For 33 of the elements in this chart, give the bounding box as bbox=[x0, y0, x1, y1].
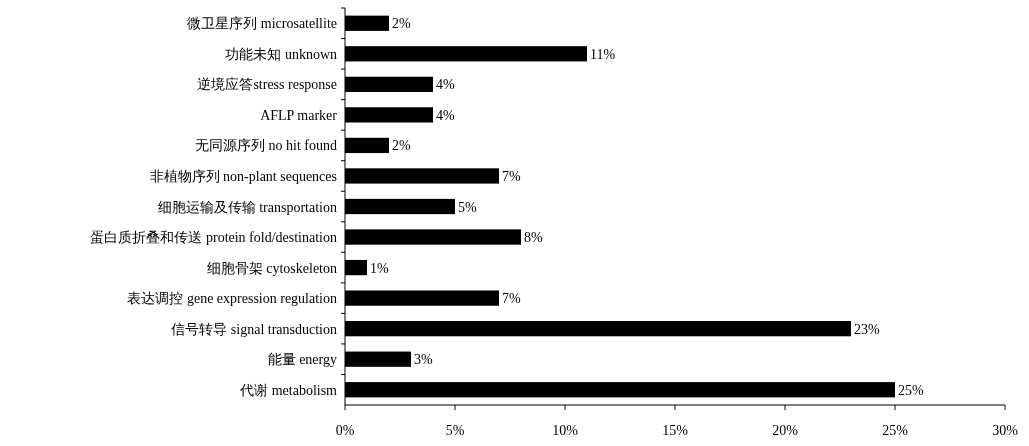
y-tick-label: 非植物序列 non-plant sequences bbox=[149, 168, 337, 184]
data-label: 2% bbox=[392, 138, 411, 154]
x-tick-label: 20% bbox=[772, 423, 799, 438]
y-tick-label: 细胞运输及传输 transportation bbox=[157, 199, 337, 215]
y-tick-label: AFLP marker bbox=[260, 107, 338, 123]
y-tick-label: 微卫星序列 microsatellite bbox=[187, 16, 337, 32]
x-tick-label: 5% bbox=[445, 423, 465, 438]
data-label: 2% bbox=[392, 16, 411, 32]
x-tick-label: 15% bbox=[662, 423, 689, 438]
y-tick-label: 能量 energy bbox=[267, 352, 337, 368]
data-label: 23% bbox=[854, 321, 880, 337]
data-label: 8% bbox=[524, 230, 543, 246]
y-tick-label: 信号转导 signal transduction bbox=[171, 321, 337, 337]
x-tick-label: 25% bbox=[882, 423, 909, 438]
y-tick-label: 蛋白质折叠和传送 protein fold/destination bbox=[90, 230, 337, 246]
y-tick-label: 无同源序列 no hit found bbox=[195, 138, 337, 154]
data-label: 7% bbox=[502, 168, 521, 184]
x-tick-label: 0% bbox=[335, 423, 355, 438]
data-label: 25% bbox=[898, 382, 924, 398]
data-label: 4% bbox=[436, 77, 455, 93]
data-label: 7% bbox=[502, 291, 521, 307]
x-tick-label: 30% bbox=[992, 423, 1019, 438]
data-label: 11% bbox=[590, 46, 616, 62]
y-tick-label: 逆境应答stress response bbox=[197, 77, 337, 93]
x-tick-label: 10% bbox=[552, 423, 579, 438]
y-tick-label: 表达调控 gene expression regulation bbox=[127, 291, 337, 307]
y-tick-label: 功能未知 unknown bbox=[225, 46, 337, 62]
y-tick-label: 细胞骨架 cytoskeleton bbox=[206, 260, 337, 276]
data-label: 1% bbox=[370, 260, 389, 276]
data-label: 3% bbox=[414, 352, 433, 368]
data-label: 5% bbox=[458, 199, 477, 215]
y-tick-label: 代谢 metabolism bbox=[239, 382, 338, 398]
data-label: 4% bbox=[436, 107, 455, 123]
